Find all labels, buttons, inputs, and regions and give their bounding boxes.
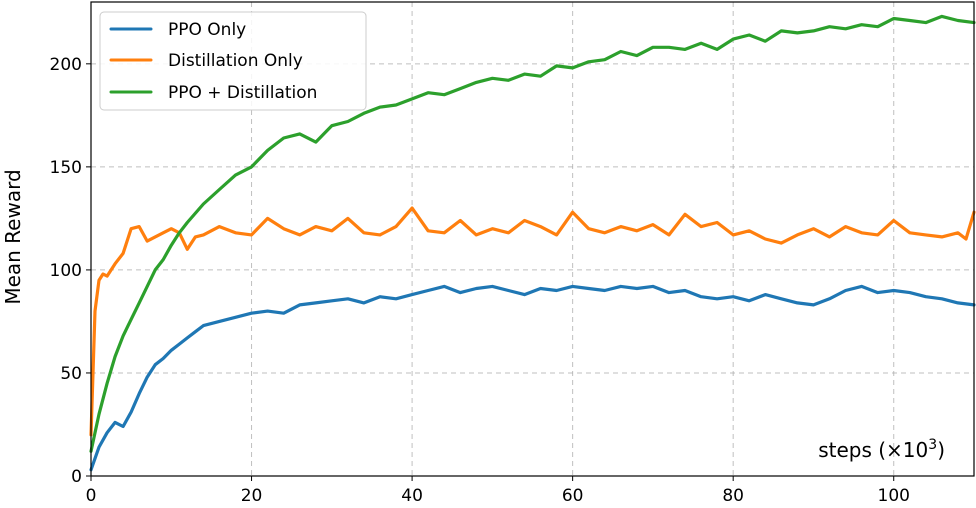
legend-box xyxy=(99,11,367,111)
y-tick-label: 100 xyxy=(50,261,82,281)
steps-annotation-exponent: 3 xyxy=(928,437,937,453)
y-tick-label: 0 xyxy=(71,467,82,487)
series-line-distillation-only xyxy=(89,206,976,437)
plot-frame xyxy=(90,1,975,477)
x-tick-label: 0 xyxy=(86,486,97,506)
steps-annotation: steps (×103) xyxy=(818,437,945,462)
x-tick-label: 80 xyxy=(722,486,744,506)
y-axis-title: Mean Reward xyxy=(1,169,25,304)
series-lines xyxy=(89,14,976,472)
legend-label-ppo-distillation: PPO + Distillation xyxy=(168,83,317,103)
x-tick-label: 60 xyxy=(562,486,584,506)
y-tick-label: 200 xyxy=(50,55,82,75)
y-tick-label: 50 xyxy=(60,364,82,384)
legend-label-ppo-only: PPO Only xyxy=(168,20,246,40)
legend-label-distillation-only: Distillation Only xyxy=(168,51,303,71)
x-tick-label: 20 xyxy=(241,486,263,506)
series-line-ppo-distillation xyxy=(89,14,976,453)
x-tick-label: 100 xyxy=(878,486,910,506)
legend: PPO Only Distillation Only PPO + Distill… xyxy=(99,11,367,111)
series-line-ppo-only xyxy=(89,284,976,472)
y-tick-label: 150 xyxy=(50,158,82,178)
x-tick-label: 40 xyxy=(401,486,423,506)
axes: 0 20 40 60 80 100 0 50 100 150 200 xyxy=(50,1,975,506)
